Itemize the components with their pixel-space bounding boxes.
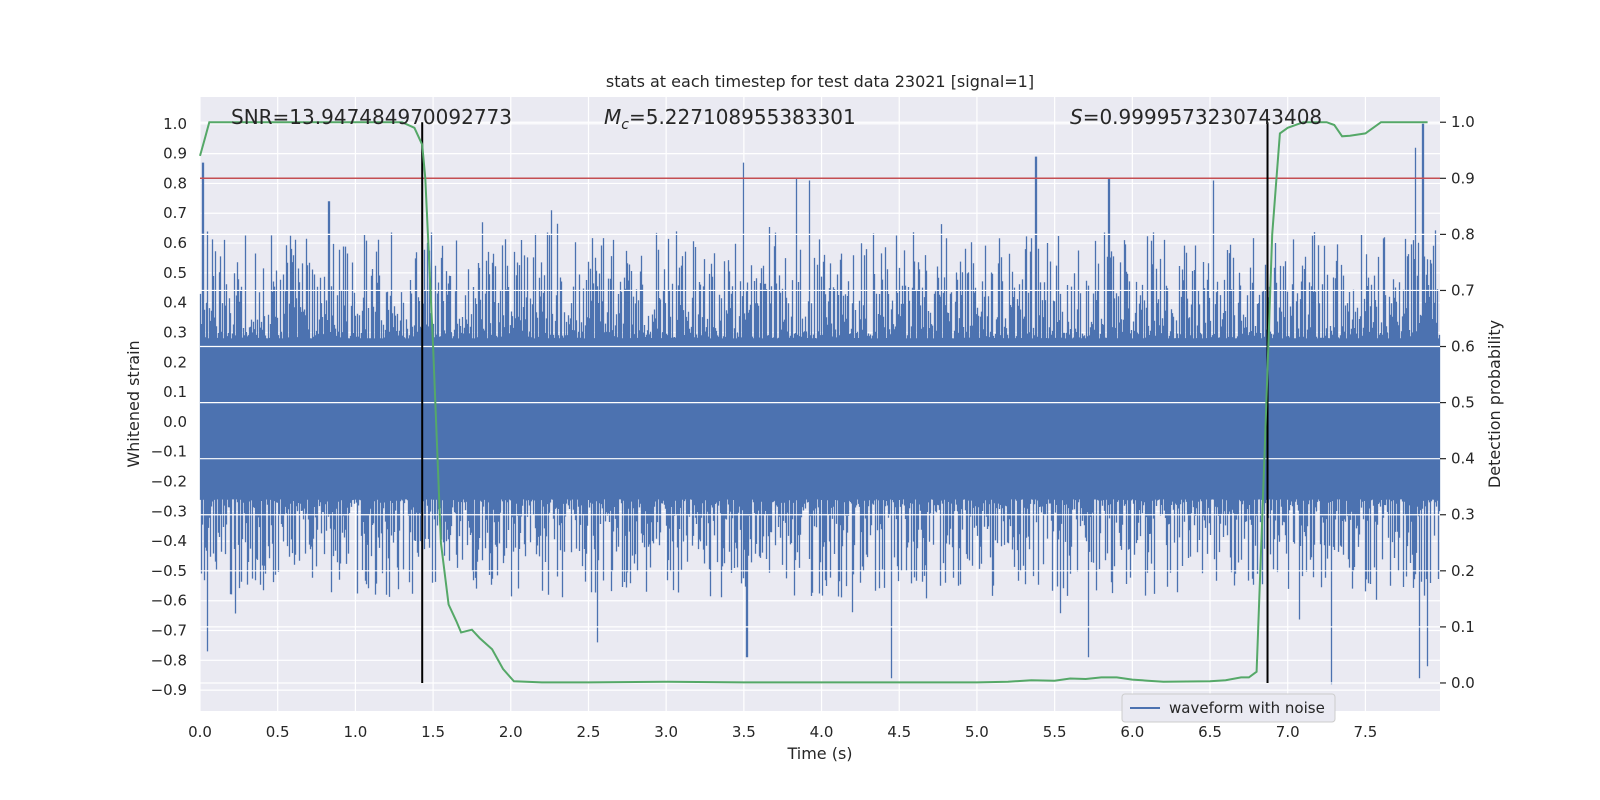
- chirp-mass-value: =5.227108955383301: [629, 105, 856, 129]
- y-right-tick-label: 0.8: [1451, 225, 1475, 243]
- y-right-tick-label: 0.1: [1451, 618, 1475, 636]
- probability-series: [199, 121, 1428, 684]
- y-axis-left-ticks: −0.9 −0.8 −0.7 −0.6 −0.5 −0.4 −0.3 −0.2 −0.1 0.0 0…: [151, 115, 187, 699]
- y-axis-right-ticks: 0.0 0.1 0.2 0.3 0.4 0.5 0.6 0.7 0.8 0.9 1.0: [1440, 113, 1475, 692]
- y-left-tick-label: −0.4: [151, 532, 187, 550]
- y-left-tick-label: 0.5: [163, 264, 187, 282]
- x-tick-label: 6.5: [1198, 723, 1222, 741]
- y-left-tick-label: 0.0: [163, 413, 187, 431]
- probability-line: [199, 121, 1428, 684]
- x-tick-label: 2.5: [577, 723, 601, 741]
- y-left-tick-label: 0.7: [163, 204, 187, 222]
- overlay-lines: [200, 122, 1440, 683]
- y-left-tick-label: 0.3: [163, 323, 187, 341]
- y-left-tick-label: −0.5: [151, 562, 187, 580]
- y-right-tick-label: 0.4: [1451, 450, 1475, 468]
- x-tick-label: 0.5: [266, 723, 290, 741]
- legend: waveform with noise: [1121, 693, 1336, 723]
- y-right-tick-label: 0.0: [1451, 674, 1475, 692]
- y-left-tick-label: −0.8: [151, 651, 187, 669]
- waveform-line: [199, 123, 1441, 685]
- y-left-tick-label: −0.3: [151, 502, 187, 520]
- x-tick-label: 3.5: [732, 723, 756, 741]
- y-left-tick-label: −0.7: [151, 622, 187, 640]
- x-tick-label: 7.5: [1353, 723, 1377, 741]
- y-left-tick-label: 1.0: [163, 115, 187, 133]
- snr-annotation: SNR=13.947484970092773: [231, 105, 512, 129]
- score-value: =0.9999573230743408: [1083, 105, 1322, 129]
- score-symbol: S: [1070, 105, 1083, 129]
- y-axis-left-label: Whitened strain: [124, 340, 143, 467]
- x-tick-label: 4.0: [810, 723, 834, 741]
- chart-title: stats at each timestep for test data 230…: [606, 72, 1034, 91]
- right-axis-grid: [200, 121, 1440, 684]
- x-tick-label: 7.0: [1276, 723, 1300, 741]
- y-right-tick-label: 0.6: [1451, 338, 1475, 356]
- chirp-mass-symbol: M: [604, 105, 621, 129]
- y-left-tick-label: 0.8: [163, 174, 187, 192]
- x-tick-label: 1.0: [343, 723, 367, 741]
- x-tick-label: 2.0: [499, 723, 523, 741]
- x-tick-label: 5.5: [1043, 723, 1067, 741]
- y-right-tick-label: 1.0: [1451, 113, 1475, 131]
- legend-box: [1121, 693, 1336, 723]
- chirp-mass-subscript: c: [621, 117, 629, 133]
- y-left-tick-label: 0.2: [163, 353, 187, 371]
- x-axis-ticks: 0.0 0.5 1.0 1.5 2.0 2.5 3.0 3.5 4.0 4.5 5.0 5.5 6.0 6…: [188, 723, 1377, 741]
- y-left-tick-label: 0.4: [163, 294, 187, 312]
- score-annotation: S=0.9999573230743408: [1070, 105, 1322, 129]
- chirp-mass-annotation: Mc=5.227108955383301: [604, 105, 856, 133]
- x-axis-label: Time (s): [786, 744, 852, 763]
- y-left-tick-label: −0.2: [151, 472, 187, 490]
- x-tick-label: 4.5: [887, 723, 911, 741]
- x-tick-label: 1.5: [421, 723, 445, 741]
- x-tick-label: 6.0: [1120, 723, 1144, 741]
- y-right-tick-label: 0.2: [1451, 562, 1475, 580]
- x-tick-label: 0.0: [188, 723, 212, 741]
- y-right-tick-label: 0.3: [1451, 506, 1475, 524]
- x-tick-label: 3.0: [654, 723, 678, 741]
- y-right-tick-label: 0.5: [1451, 394, 1475, 412]
- legend-label: waveform with noise: [1169, 699, 1325, 717]
- y-left-tick-label: −0.6: [151, 592, 187, 610]
- y-left-tick-label: 0.6: [163, 234, 187, 252]
- y-axis-right-label: Detection probability: [1485, 320, 1504, 488]
- x-tick-label: 5.0: [965, 723, 989, 741]
- y-left-tick-label: −0.1: [151, 443, 187, 461]
- waveform-series: [199, 123, 1441, 685]
- y-right-tick-label: 0.7: [1451, 281, 1475, 299]
- y-left-tick-label: 0.1: [163, 383, 187, 401]
- y-left-tick-label: −0.9: [151, 681, 187, 699]
- y-right-tick-label: 0.9: [1451, 169, 1475, 187]
- y-left-tick-label: 0.9: [163, 145, 187, 163]
